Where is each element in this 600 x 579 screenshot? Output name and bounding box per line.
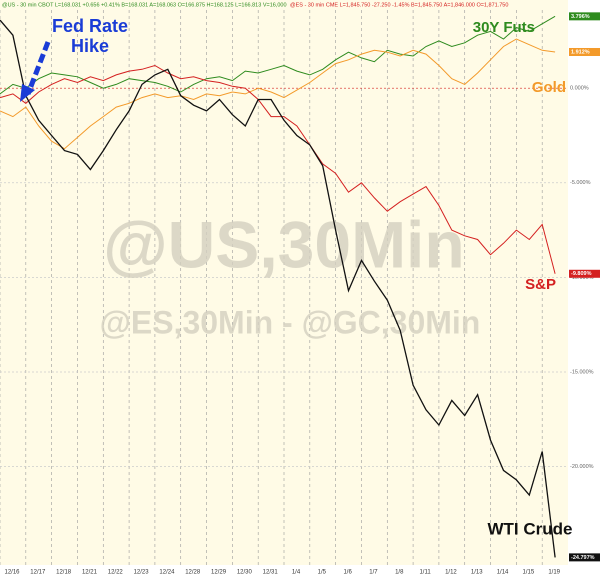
header: @US - 30 min CBOT L=168.031 +0.656 +0.41… xyxy=(2,2,287,8)
axis-area xyxy=(568,0,600,579)
series-label: WTI Crude xyxy=(488,519,573,538)
x-tick-label: 1/7 xyxy=(369,570,378,576)
x-tick-label: 12/23 xyxy=(134,570,150,576)
header: @ES - 30 min CME L=1,845.750 -27.250 -1.… xyxy=(290,2,508,8)
value-label: 3.796% xyxy=(571,14,590,20)
value-label: -9.809% xyxy=(571,271,592,277)
arrow-head xyxy=(20,84,35,102)
x-tick-label: 12/24 xyxy=(159,570,175,576)
annotation: Hike xyxy=(71,36,109,56)
y-tick-label: -20.000% xyxy=(570,464,594,470)
x-tick-label: 12/30 xyxy=(237,570,253,576)
annotation: Fed Rate xyxy=(52,16,128,36)
y-tick-label: 0.000% xyxy=(570,86,589,92)
series-line xyxy=(0,64,556,274)
x-tick-label: 12/17 xyxy=(30,570,46,576)
series-label: S&P xyxy=(525,276,556,293)
x-tick-label: 12/21 xyxy=(82,570,98,576)
value-label: -24.797% xyxy=(571,555,595,561)
x-tick-label: 12/18 xyxy=(56,570,72,576)
y-tick-label: -10.000% xyxy=(570,275,594,281)
x-tick-label: 1/8 xyxy=(395,570,404,576)
x-axis-area xyxy=(0,565,568,579)
y-tick-label: -15.000% xyxy=(570,369,594,375)
y-tick-label: -5.000% xyxy=(570,180,591,186)
x-tick-label: 12/29 xyxy=(211,570,227,576)
x-tick-label: 1/4 xyxy=(292,570,301,576)
x-tick-label: 1/12 xyxy=(445,570,457,576)
value-label-box xyxy=(569,12,600,21)
annotation-arrow xyxy=(25,41,51,95)
x-tick-label: 1/15 xyxy=(523,570,535,576)
x-tick-label: 1/11 xyxy=(419,570,431,576)
x-tick-label: 1/6 xyxy=(343,570,352,576)
x-tick-label: 12/31 xyxy=(263,570,279,576)
series-label: 30Y Futs xyxy=(473,19,535,36)
value-label-box xyxy=(569,553,600,562)
value-label-box xyxy=(569,47,600,56)
x-tick-label: 1/5 xyxy=(318,570,327,576)
x-tick-label: 12/16 xyxy=(4,570,20,576)
series-line xyxy=(0,38,556,150)
watermark: @ES,30Min - @GC,30Min xyxy=(100,304,481,340)
value-label-box xyxy=(569,269,600,278)
series-line xyxy=(0,15,556,95)
x-tick-label: 1/13 xyxy=(471,570,483,576)
x-tick-label: 1/19 xyxy=(548,570,560,576)
series-label: Gold xyxy=(532,79,566,96)
series-line xyxy=(0,19,556,558)
watermark: @US,30Min xyxy=(103,207,464,281)
x-tick-label: 12/28 xyxy=(185,570,201,576)
x-tick-label: 12/22 xyxy=(108,570,124,576)
x-tick-label: 1/14 xyxy=(497,570,509,576)
value-label: 1.912% xyxy=(571,49,590,55)
